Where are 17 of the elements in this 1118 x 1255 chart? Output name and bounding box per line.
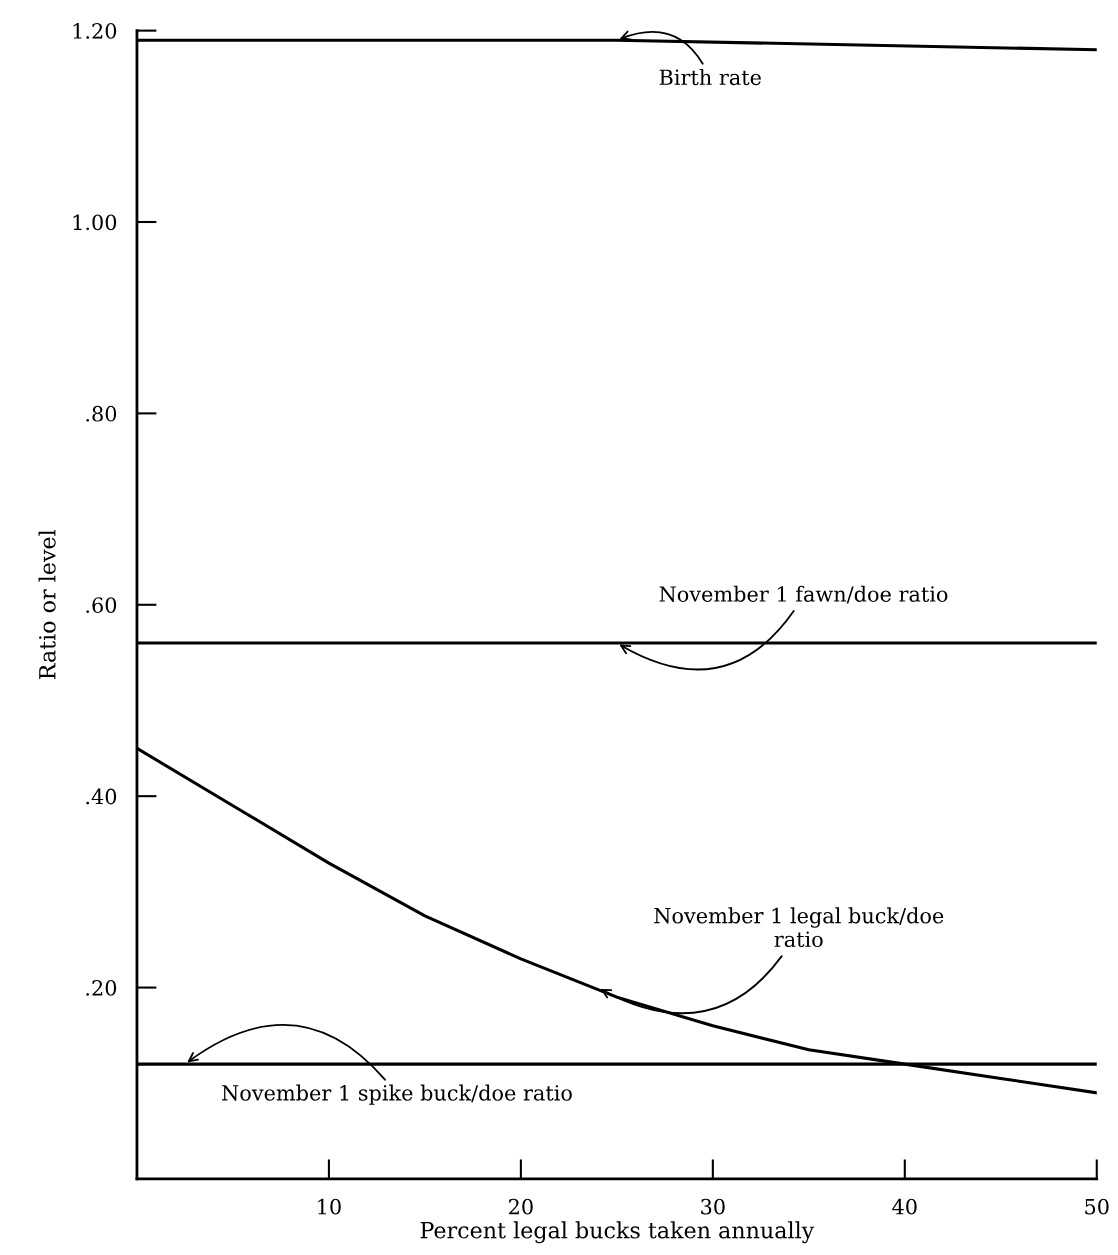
y-tick-label: .40 xyxy=(86,788,117,805)
y-axis-title: Ratio or level xyxy=(38,529,56,680)
x-tick-label: 50 xyxy=(1085,1198,1109,1215)
x-tick-label: 20 xyxy=(509,1198,533,1215)
x-tick-label: 40 xyxy=(892,1198,917,1215)
annotation: November 1 legal buck/doe ratio xyxy=(654,907,944,948)
annotation: November 1 spike buck/doe ratio xyxy=(222,1084,572,1105)
y-tick-label: 1.20 xyxy=(73,23,117,39)
x-axis-title: Percent legal bucks taken annually xyxy=(420,1221,815,1244)
x-tick-label: 10 xyxy=(318,1198,341,1215)
annotation: Birth rate xyxy=(659,69,761,86)
annotation: November 1 fawn/doe ratio xyxy=(659,585,948,604)
y-tick-label: .60 xyxy=(86,597,117,613)
y-tick-label: 1.00 xyxy=(73,214,117,231)
x-tick-label: 30 xyxy=(701,1198,725,1215)
y-tick-label: .20 xyxy=(86,980,117,996)
y-tick-label: .80 xyxy=(86,405,117,422)
